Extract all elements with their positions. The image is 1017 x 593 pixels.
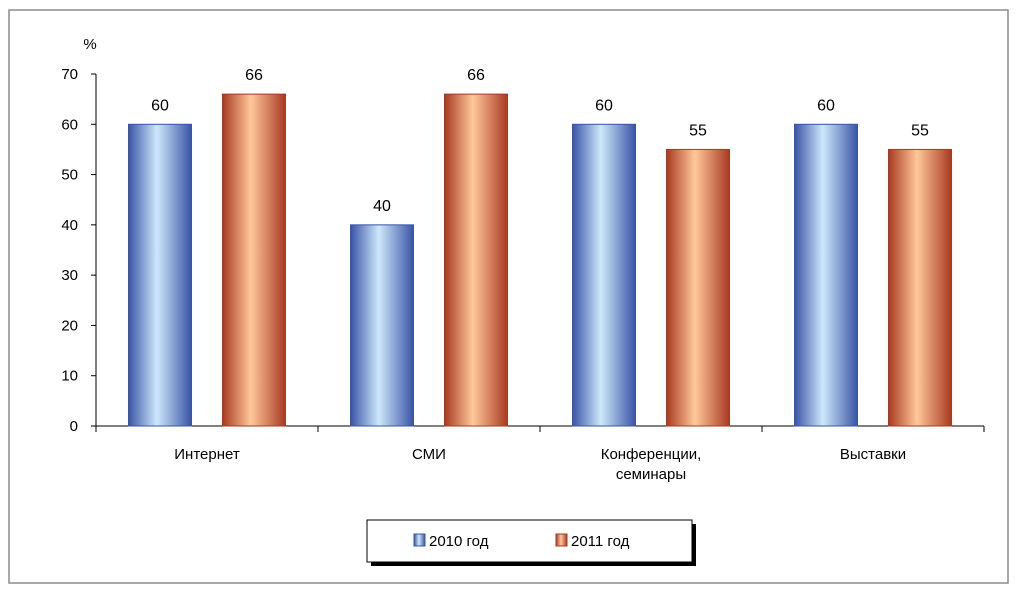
x-tick-label: Интернет [174, 446, 240, 463]
bar [666, 148, 730, 427]
x-tick-label: Выставки [840, 446, 906, 463]
y-tick-label: 30 [61, 267, 78, 284]
bars: 60 66 40 66 60 55 60 55 [128, 67, 952, 427]
data-label: 60 [817, 97, 835, 114]
legend: 2010 год 2011 год [366, 519, 696, 566]
y-tick-label: 60 [61, 116, 78, 133]
data-label: 60 [151, 97, 169, 114]
legend-swatch [555, 533, 568, 547]
data-label: 40 [373, 198, 391, 215]
y-tick-label: 0 [70, 418, 78, 435]
y-tick-label: 10 [61, 368, 78, 385]
y-tick-label: 40 [61, 217, 78, 234]
data-label: 66 [467, 67, 485, 84]
bar [350, 224, 414, 427]
data-label: 55 [689, 122, 707, 139]
y-tick-label: 20 [61, 317, 78, 334]
y-axis-label: % [83, 36, 96, 53]
bar [572, 123, 636, 427]
legend-label: 2011 год [571, 533, 630, 550]
x-tick-label: Конференции, семинары [601, 446, 702, 483]
bar [222, 93, 286, 427]
bar [794, 123, 858, 427]
data-label: 60 [595, 97, 613, 114]
bar [128, 123, 192, 427]
y-tick-label: 50 [61, 167, 78, 184]
y-axis: 0 10 20 30 40 50 60 70 [61, 66, 97, 435]
bar [888, 148, 952, 427]
bar [444, 93, 508, 427]
data-label: 55 [911, 122, 929, 139]
legend-swatch [413, 533, 426, 547]
legend-label: 2010 год [429, 533, 489, 550]
data-label: 66 [245, 67, 263, 84]
y-tick-label: 70 [61, 66, 78, 83]
x-tick-label: СМИ [412, 446, 446, 463]
